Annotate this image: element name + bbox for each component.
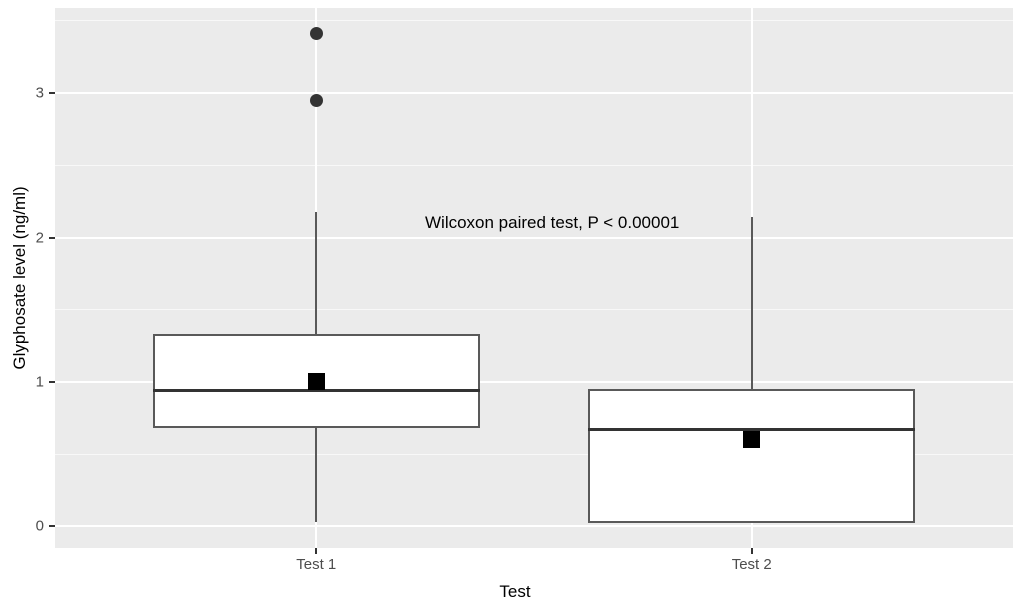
outlier-point <box>309 27 323 41</box>
box <box>588 389 915 524</box>
x-tick-label: Test 1 <box>296 556 337 573</box>
mean-marker <box>307 373 325 391</box>
median-line <box>152 389 480 393</box>
y-tick-mark <box>49 92 55 95</box>
y-tick-mark <box>49 236 55 239</box>
x-axis-title: Test <box>499 582 531 601</box>
stat-annotation: Wilcoxon paired test, P < 0.00001 <box>425 213 680 233</box>
y-tick-label: 2 <box>35 229 44 247</box>
lower-whisker <box>315 428 318 522</box>
plot-panel: Wilcoxon paired test, P < 0.00001 <box>55 8 1013 548</box>
gridline-minor <box>55 453 1013 455</box>
gridline-major <box>55 92 1013 95</box>
x-tick-label: Test 2 <box>731 556 772 573</box>
gridline-minor <box>55 20 1013 22</box>
x-tick-mark <box>315 548 318 554</box>
y-tick-mark <box>49 380 55 383</box>
gridline-major <box>55 380 1013 383</box>
y-tick-label: 0 <box>35 517 44 535</box>
y-tick-label: 3 <box>35 84 44 102</box>
upper-whisker <box>750 217 753 390</box>
x-tick-mark <box>750 548 753 554</box>
upper-whisker <box>315 211 318 335</box>
mean-marker <box>743 431 761 449</box>
y-axis-title: Glyphosate level (ng/ml) <box>10 186 29 370</box>
y-tick-label: 1 <box>35 373 44 391</box>
gridline-major <box>55 236 1013 239</box>
gridline-minor <box>55 164 1013 166</box>
gridline-major <box>55 525 1013 528</box>
median-line <box>588 428 915 432</box>
gridline-minor <box>55 309 1013 311</box>
box <box>152 334 480 429</box>
y-tick-mark <box>49 525 55 528</box>
outlier-point <box>309 93 323 107</box>
